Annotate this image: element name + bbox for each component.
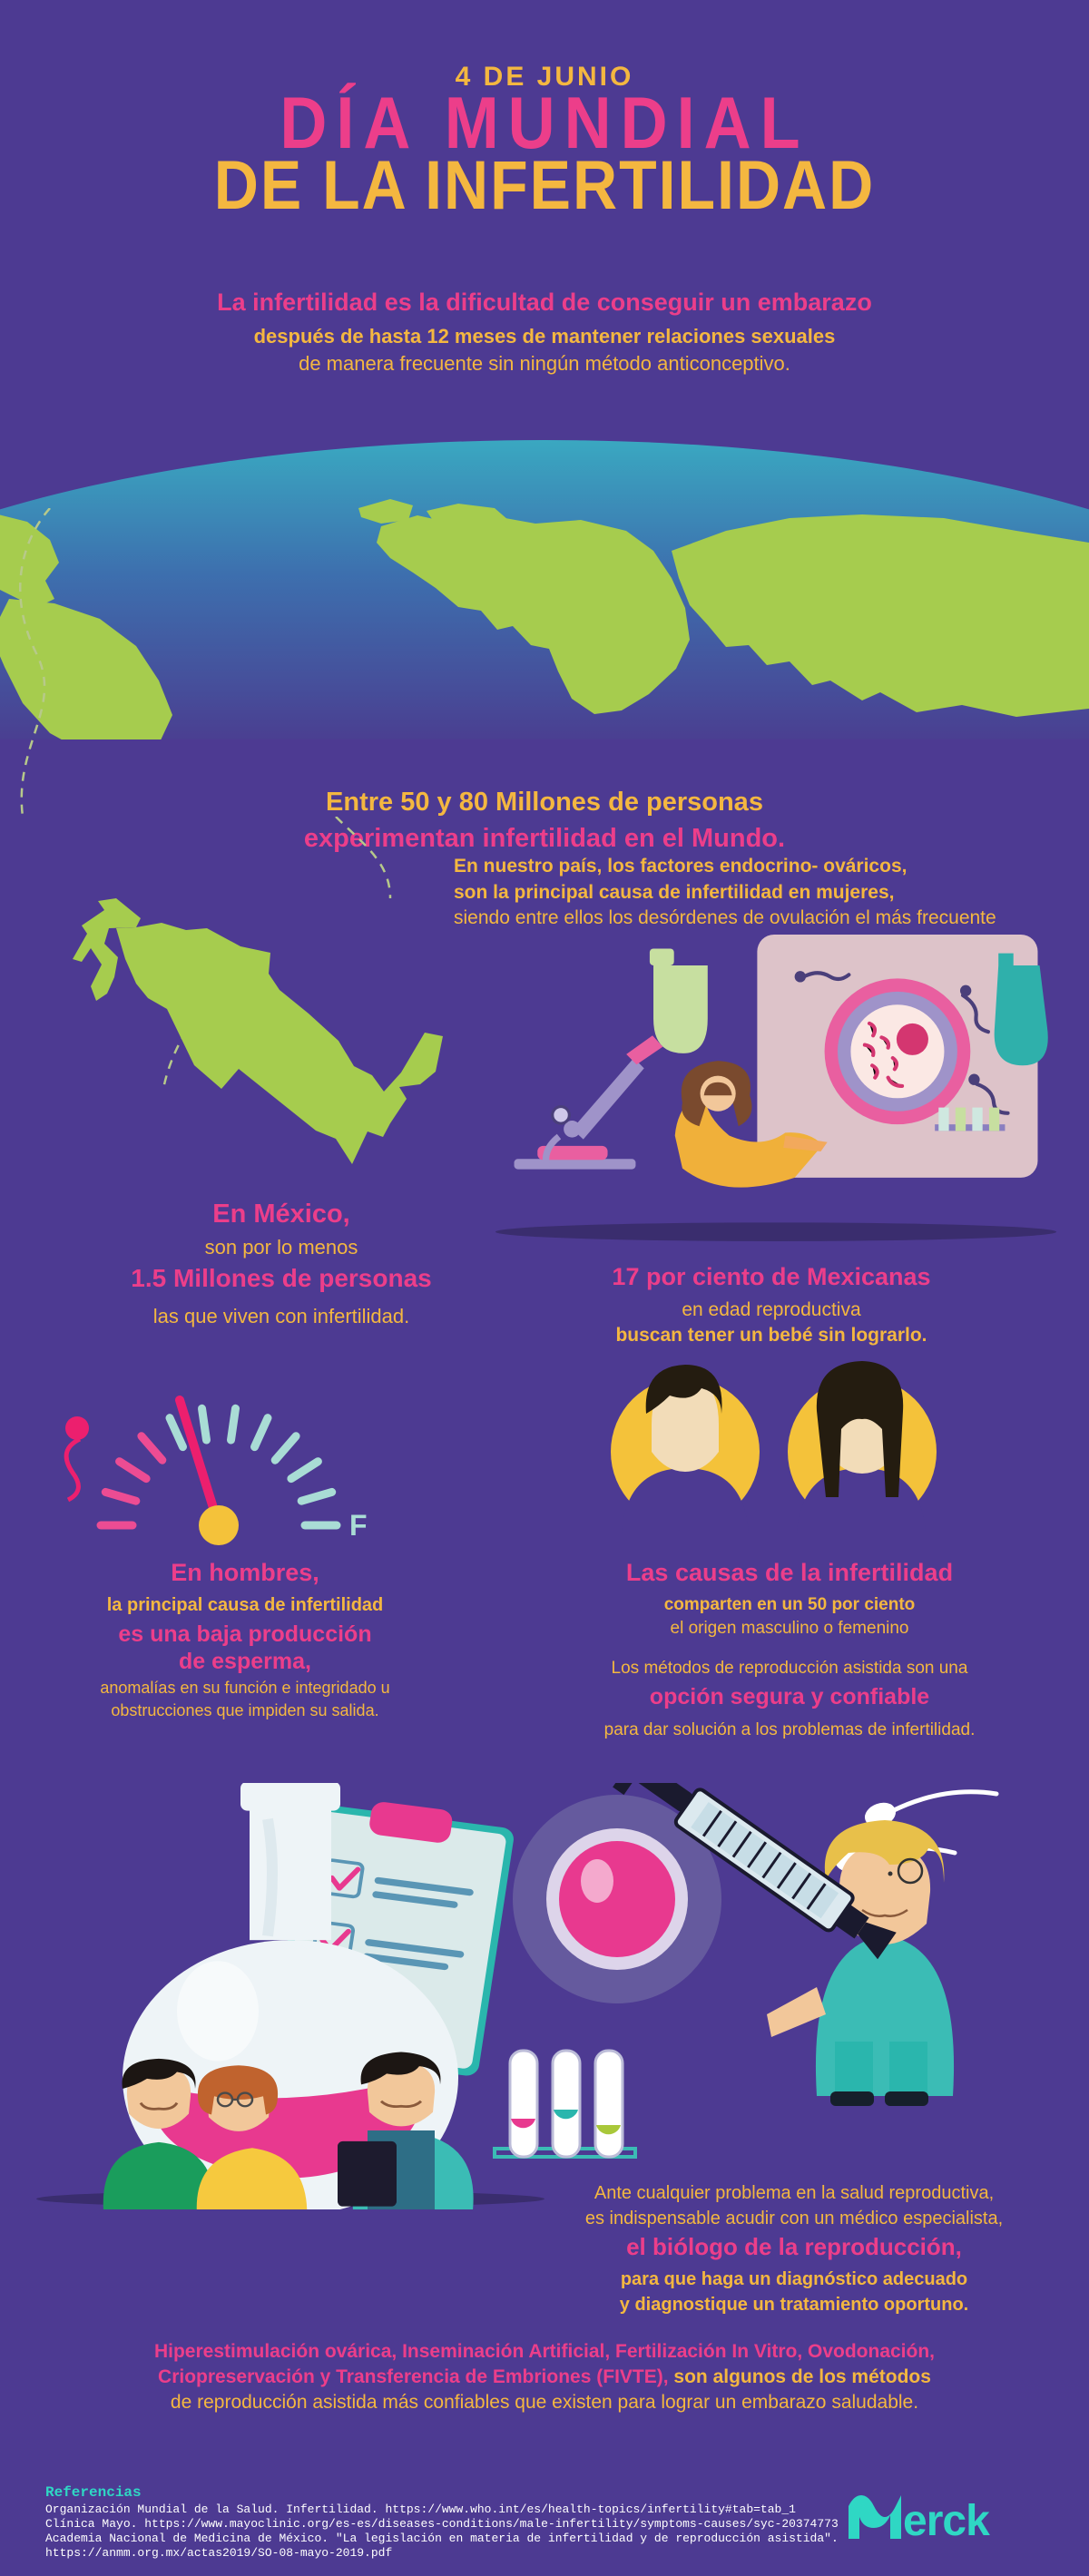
- svg-text:erck: erck: [903, 2497, 990, 2543]
- svg-text:F: F: [349, 1509, 368, 1542]
